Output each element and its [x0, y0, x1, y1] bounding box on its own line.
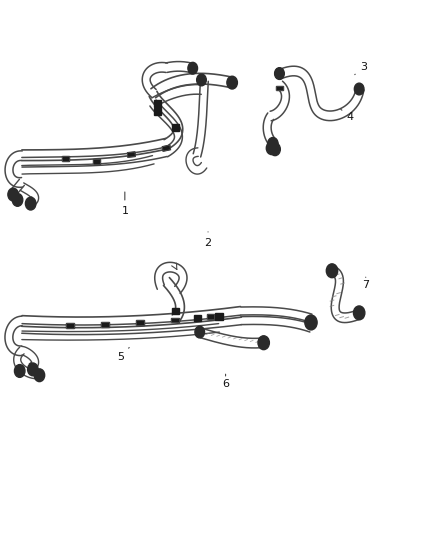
Text: 1: 1 — [121, 192, 128, 215]
Circle shape — [266, 142, 277, 155]
Circle shape — [227, 76, 237, 89]
Text: 7: 7 — [362, 277, 369, 290]
Circle shape — [12, 193, 23, 206]
Text: 5: 5 — [117, 348, 129, 362]
Circle shape — [326, 264, 338, 278]
Bar — [154, 100, 161, 107]
Circle shape — [268, 138, 278, 150]
Polygon shape — [172, 318, 179, 322]
Bar — [172, 124, 179, 131]
Text: 2: 2 — [205, 232, 212, 247]
Polygon shape — [62, 156, 69, 160]
Polygon shape — [162, 145, 170, 151]
Polygon shape — [276, 86, 283, 90]
Circle shape — [270, 143, 280, 156]
Polygon shape — [67, 324, 74, 328]
Circle shape — [354, 83, 364, 95]
Bar — [215, 313, 223, 320]
Polygon shape — [127, 152, 135, 157]
Text: 3: 3 — [355, 62, 367, 75]
Polygon shape — [93, 159, 100, 164]
Circle shape — [275, 68, 284, 79]
Circle shape — [305, 315, 317, 330]
Circle shape — [8, 188, 18, 201]
Text: 6: 6 — [222, 374, 229, 389]
Bar — [194, 314, 201, 321]
Circle shape — [195, 326, 205, 338]
Polygon shape — [207, 314, 214, 319]
Circle shape — [197, 74, 206, 86]
Polygon shape — [137, 320, 144, 325]
Circle shape — [25, 197, 36, 210]
Circle shape — [275, 68, 284, 79]
Circle shape — [34, 369, 45, 382]
Circle shape — [188, 62, 198, 74]
Bar — [172, 308, 179, 314]
Circle shape — [353, 306, 365, 320]
Polygon shape — [101, 322, 109, 327]
Circle shape — [14, 365, 25, 377]
Circle shape — [258, 336, 269, 350]
Bar — [154, 108, 161, 115]
Text: 4: 4 — [341, 109, 354, 122]
Circle shape — [28, 363, 38, 376]
